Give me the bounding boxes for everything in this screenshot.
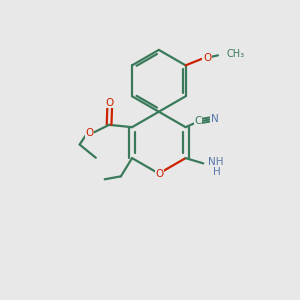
Text: NH: NH [208, 157, 224, 167]
Text: O: O [106, 98, 114, 108]
Text: H: H [213, 167, 221, 177]
Text: C: C [194, 116, 202, 127]
Text: O: O [155, 169, 164, 179]
Text: CH₃: CH₃ [226, 50, 244, 59]
Text: O: O [85, 128, 94, 138]
Text: O: O [203, 53, 211, 63]
Text: N: N [211, 113, 219, 124]
